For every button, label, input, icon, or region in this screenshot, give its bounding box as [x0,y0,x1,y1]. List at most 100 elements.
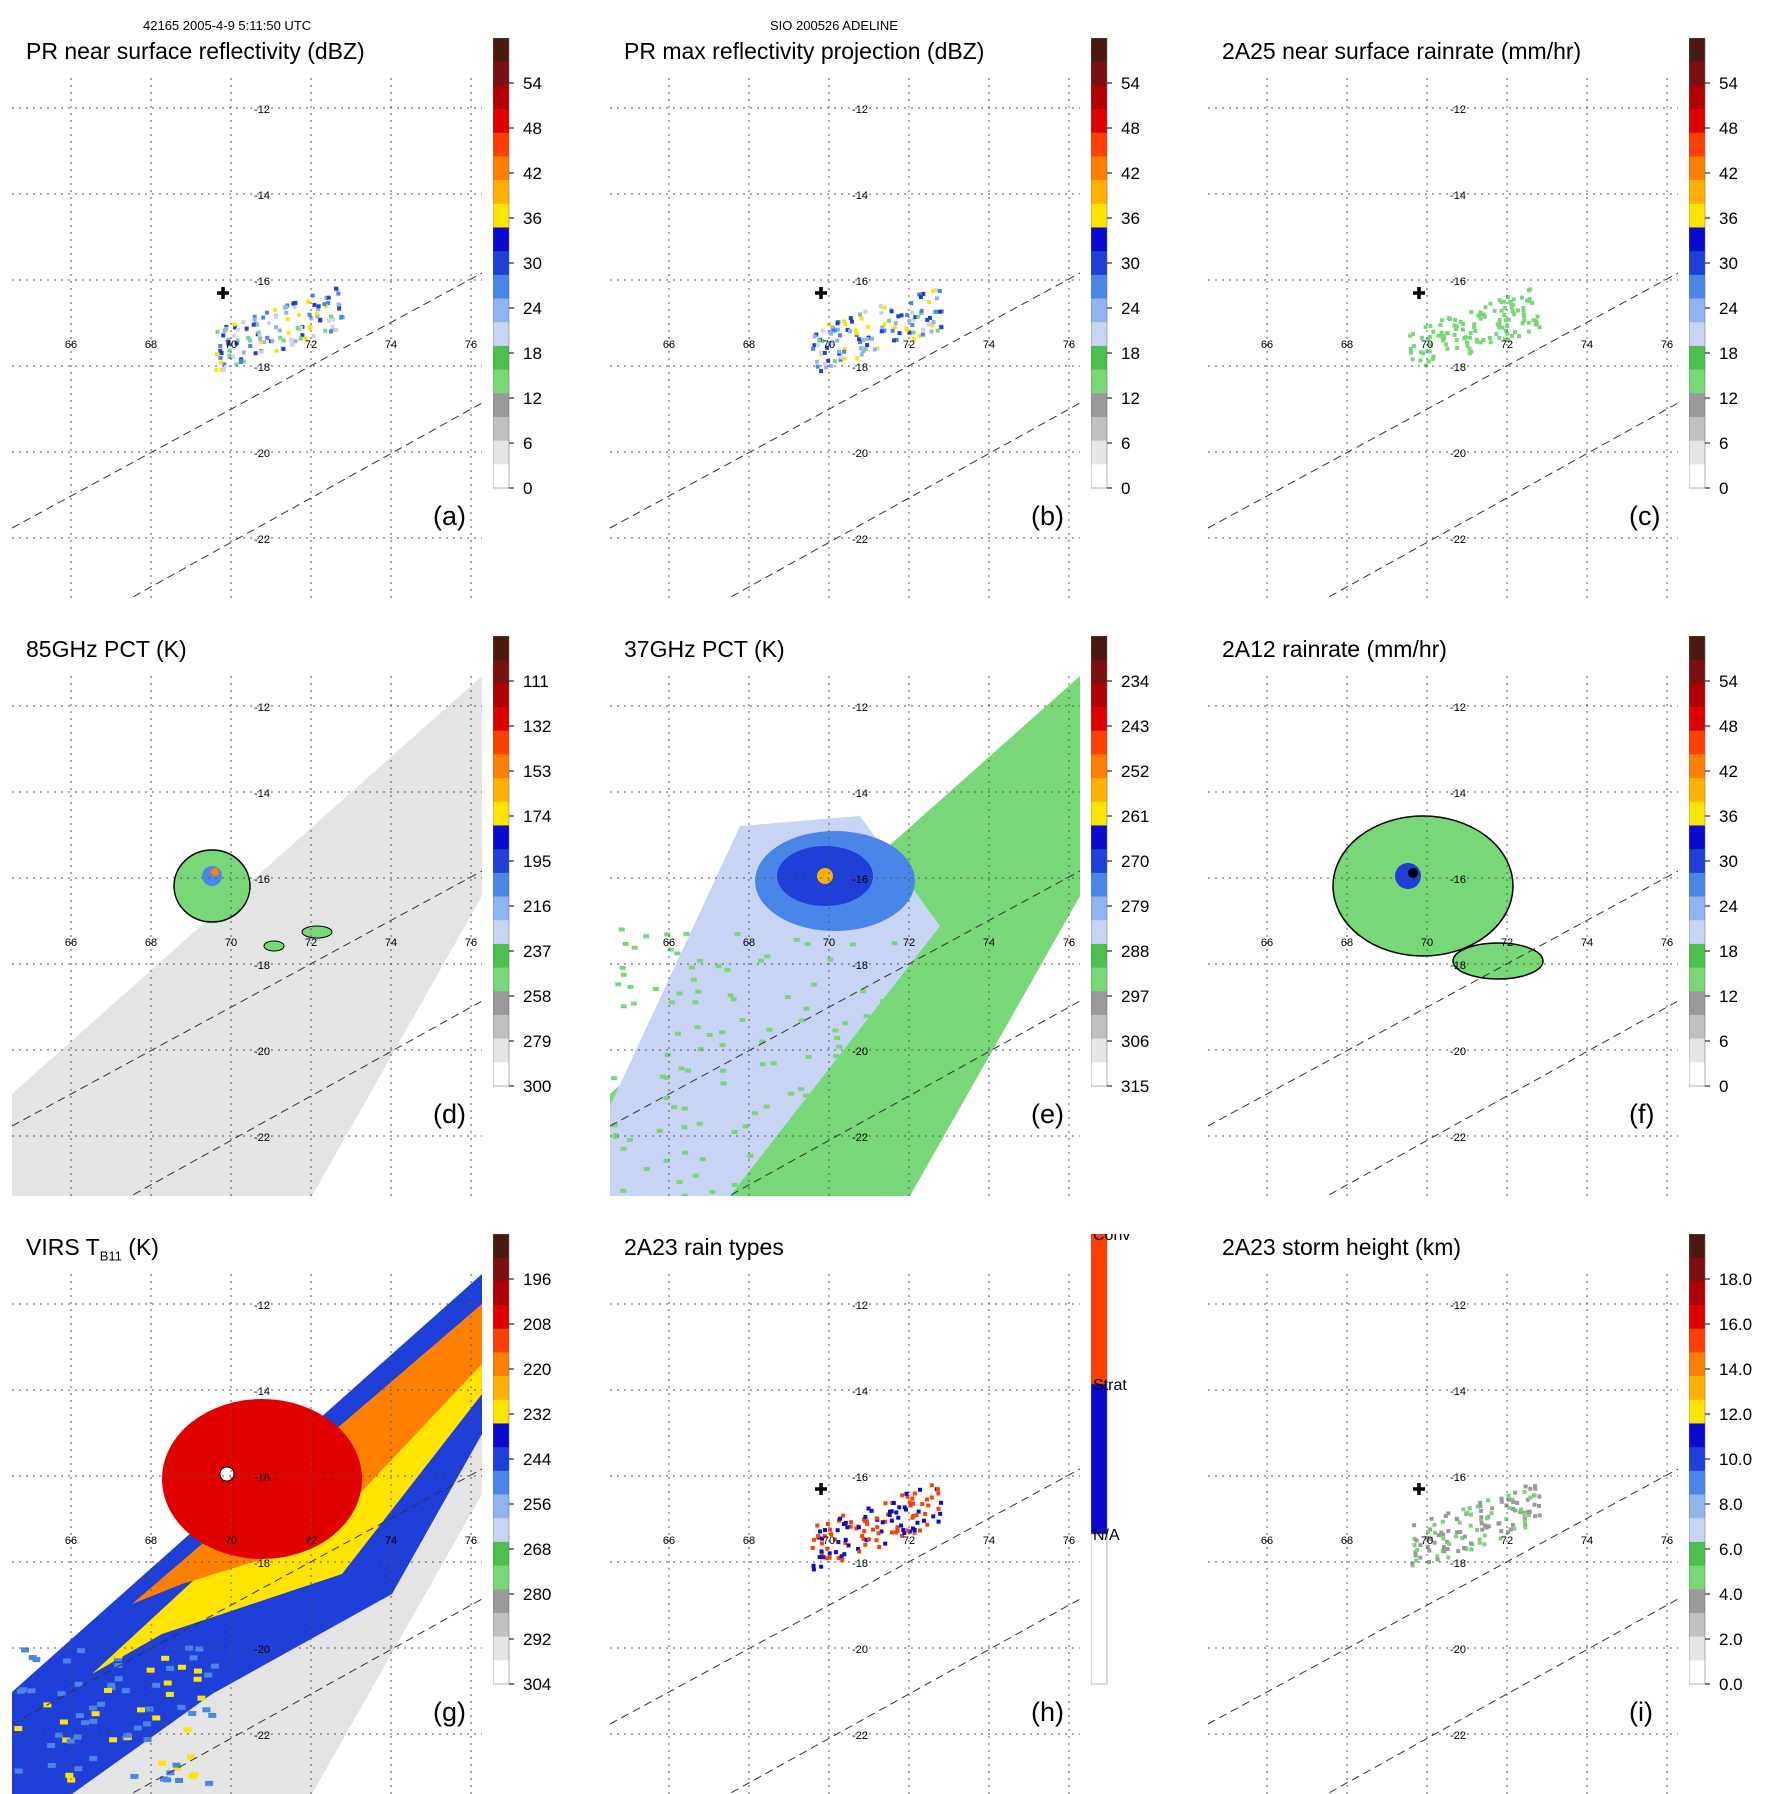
colorbar-segment [1091,61,1107,86]
lat-label: -22 [254,534,270,546]
colorbar-tick: 48 [523,119,542,138]
swath-edge-north [12,272,482,529]
colorbar-segment [493,920,509,945]
colorbar-tick: 54 [1719,672,1738,691]
colorbar-segment [493,1038,509,1063]
colorbar-scale: 196 208 220 232 244 256 268 280 292 304 [493,1234,551,1694]
map-c: 66 68 70 72 74 76 -12 -14 -16 -18 -20 -22 [1208,78,1678,598]
colorbar-segment [1091,991,1107,1016]
colorbar-segment [1689,849,1705,874]
lon-label: 74 [1581,1535,1593,1547]
lon-label: 70 [823,339,835,351]
colorbar-tick: 36 [1719,807,1738,826]
lon-label: 72 [1501,339,1513,351]
lat-label: -18 [254,362,270,374]
panel-g: 66 68 70 72 74 76 -12 -14 -16 -18 -20 -22 VIRS TB11… [0,1234,580,1794]
storm-center-marker [1413,1483,1425,1495]
lat-label: -18 [852,1558,868,1570]
colorbar-segment [1689,1494,1705,1519]
lon-label: 70 [225,1535,237,1547]
lon-label: 76 [1661,937,1673,949]
colorbar-segment [1091,251,1107,276]
swath-edge-north [610,1468,1080,1725]
colorbar-tick: 304 [523,1675,551,1694]
colorbar-segment [493,440,509,465]
panel-title: 37GHz PCT (K) [624,636,785,662]
colorbar-segment [493,180,509,205]
colorbar-tick: 24 [1121,299,1140,318]
colorbar-tick: 279 [1121,897,1149,916]
colorbar-tick: 42 [1719,762,1738,781]
colorbar-segment [1689,1305,1705,1330]
colorbar-segment [493,872,509,898]
panel-title: 2A12 rainrate (mm/hr) [1222,636,1447,662]
colorbar-tick: 18 [1719,344,1738,363]
colorbar-segment [1689,61,1705,86]
colorbar-tick: Strat [1093,1377,1127,1394]
colorbar-segment [493,274,509,300]
lat-label: -12 [1450,702,1466,714]
colorbar-tick: 24 [523,299,542,318]
colorbar-segment [493,369,509,394]
lat-lon-grid: 66 68 70 72 74 76 -12 -14 -16 -18 -20 -22 [1208,1274,1678,1794]
colorbar-segment [1689,251,1705,276]
colorbar-segment [493,943,509,969]
colorbar-tick: 261 [1121,807,1149,826]
colorbar-segment [1689,1518,1705,1543]
lon-label: 68 [743,339,755,351]
lon-label: 68 [1341,339,1353,351]
lon-label: 76 [1063,937,1075,949]
lat-label: -18 [254,1558,270,1570]
lon-label: 74 [385,339,397,351]
colorbar-segment [493,730,509,755]
colorbar: 18.0 16.0 14.0 12.0 10.0 8.0 6.0 4.0 2.0 0.0 [1689,1234,1752,1694]
lon-label: 76 [1661,1535,1673,1547]
lat-lon-grid: 66 68 70 72 74 76 -12 -14 -16 -18 -20 -22 [1208,78,1678,598]
colorbar-segment [493,1636,509,1661]
lon-label: 68 [1341,937,1353,949]
colorbar-segment [1689,203,1705,228]
colorbar-tick: 0.0 [1719,1675,1743,1694]
colorbar-segment [1091,274,1107,300]
colorbar-segment [1689,1376,1705,1401]
storm-field [12,1274,482,1794]
colorbar: 111 132 153 174 195 216 237 258 279 300 [493,636,551,1096]
colorbar-segment [1091,132,1107,157]
colorbar-segment [493,1518,509,1543]
colorbar-scale: Conv Strat N/A [1091,1234,1130,1685]
lon-label: 70 [823,1535,835,1547]
colorbar-tick: 54 [1121,74,1140,93]
colorbar-segment [493,203,509,228]
map-e: 66 68 70 72 74 76 -12 -14 -16 -18 -20 -22 [610,676,1080,1196]
colorbar-tick: 16.0 [1719,1315,1752,1334]
colorbar-segment [493,636,509,661]
colorbar-segment [1091,464,1107,489]
lat-label: -14 [1450,788,1466,800]
lat-label: -12 [1450,1300,1466,1312]
lon-label: 76 [1661,339,1673,351]
lat-label: -22 [1450,1132,1466,1144]
lon-label: 68 [743,937,755,949]
colorbar-tick: 196 [523,1270,551,1289]
colorbar-segment [1689,1038,1705,1063]
colorbar-segment [1689,298,1705,323]
panel-a: 66 68 70 72 74 76 -12 -14 -16 -18 -20 -22 PR near s… [0,38,580,598]
colorbar-segment [1091,1038,1107,1063]
colorbar-tick: 12 [1121,389,1140,408]
panel-title: 2A25 near surface rainrate (mm/hr) [1222,38,1582,64]
colorbar-tick: 42 [523,164,542,183]
lon-label: 66 [1261,1535,1273,1547]
swath-edge-south [1325,1598,1678,1794]
colorbar-segment [493,1281,509,1306]
colorbar-segment [493,1234,509,1259]
colorbar-segment [1689,1541,1705,1567]
lat-label: -14 [254,190,270,202]
colorbar-segment [493,1447,509,1472]
lat-label: -16 [1450,276,1466,288]
swath-edge-south [129,1000,482,1196]
colorbar-tick: 252 [1121,762,1149,781]
colorbar-segment [493,85,509,110]
lat-label: -20 [852,448,868,460]
colorbar-segment [493,825,509,850]
colorbar-tick: 48 [1719,119,1738,138]
